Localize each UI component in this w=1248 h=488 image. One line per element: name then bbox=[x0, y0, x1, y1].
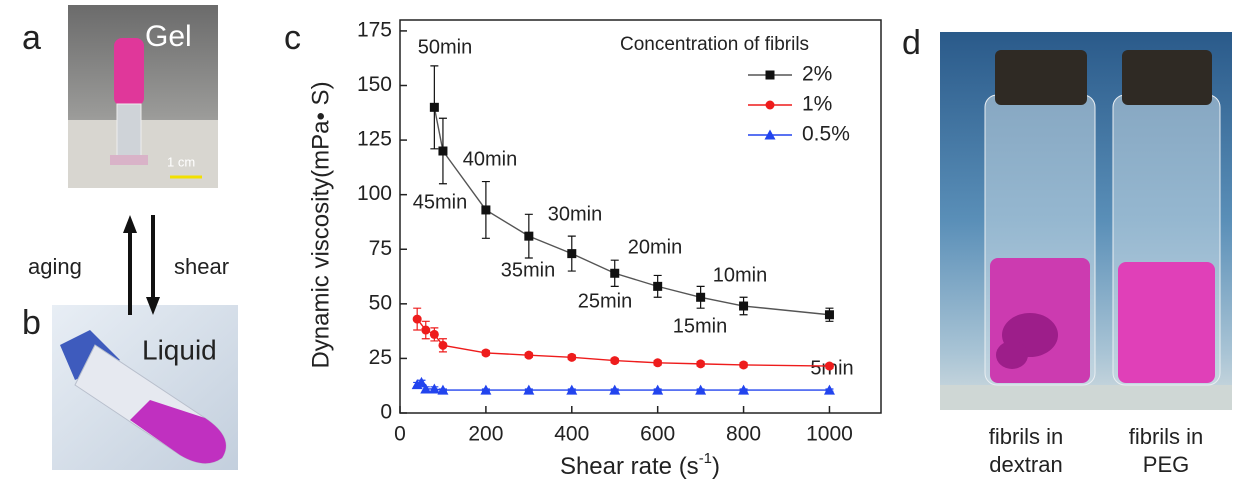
caption: fibrils in bbox=[989, 424, 1064, 449]
point-annotation: 30min bbox=[548, 203, 602, 225]
panel-label: c bbox=[284, 19, 301, 57]
y-tick-label: 150 bbox=[357, 73, 392, 96]
marker bbox=[428, 383, 440, 394]
panel-label: d bbox=[902, 24, 921, 62]
point-annotation: 15min bbox=[673, 315, 727, 337]
panel-label: a bbox=[22, 19, 41, 57]
marker bbox=[524, 231, 534, 241]
photo-d bbox=[940, 32, 1232, 410]
legend-label: 2% bbox=[802, 63, 832, 86]
photo-b bbox=[52, 305, 238, 470]
series-line bbox=[433, 107, 830, 316]
x-tick-label: 200 bbox=[468, 423, 503, 446]
point-annotation: 10min bbox=[713, 264, 767, 286]
arrows bbox=[123, 215, 160, 315]
point-annotation: 25min bbox=[578, 290, 632, 312]
y-tick-label: 125 bbox=[357, 128, 392, 151]
marker bbox=[610, 268, 620, 278]
legend-marker bbox=[765, 100, 775, 110]
scale-label: 1 cm bbox=[167, 154, 195, 169]
marker bbox=[610, 356, 620, 366]
panel-label: b bbox=[22, 304, 41, 342]
x-axis-label-part: ) bbox=[712, 453, 720, 480]
x-tick-label: 0 bbox=[394, 423, 406, 446]
marker bbox=[653, 358, 663, 368]
y-tick-label: 50 bbox=[369, 291, 392, 314]
x-axis-label-sup: -1 bbox=[699, 450, 712, 467]
marker bbox=[480, 384, 492, 395]
x-axis-label-part: Shear rate (s bbox=[560, 453, 699, 480]
marker bbox=[412, 314, 422, 324]
arrow-label: aging bbox=[28, 254, 82, 279]
marker bbox=[429, 102, 439, 112]
marker bbox=[609, 384, 621, 395]
arrow-label: shear bbox=[174, 254, 229, 279]
marker bbox=[415, 376, 427, 387]
series-line bbox=[416, 381, 830, 391]
marker bbox=[523, 384, 535, 395]
marker bbox=[739, 301, 749, 311]
marker bbox=[696, 292, 706, 302]
point-annotation: 40min bbox=[463, 148, 517, 170]
y-tick-label: 0 bbox=[380, 401, 392, 424]
point-annotation: 50min bbox=[418, 36, 472, 58]
marker bbox=[823, 384, 835, 395]
marker bbox=[566, 384, 578, 395]
x-tick-label: 600 bbox=[640, 423, 675, 446]
series-line bbox=[416, 318, 830, 367]
legend-marker bbox=[764, 129, 776, 140]
marker bbox=[653, 281, 663, 291]
y-tick-label: 25 bbox=[369, 346, 392, 369]
marker bbox=[481, 205, 491, 215]
plot-frame bbox=[399, 19, 882, 414]
point-annotation: 35min bbox=[501, 259, 555, 281]
marker bbox=[421, 325, 431, 335]
point-annotation: 20min bbox=[628, 236, 682, 258]
x-tick-label: 400 bbox=[554, 423, 589, 446]
photo-label: Liquid bbox=[142, 334, 217, 365]
legend-title: Concentration of fibrils bbox=[620, 34, 809, 55]
photo-label: Gel bbox=[145, 20, 192, 53]
legend-marker bbox=[765, 70, 775, 80]
y-tick-label: 75 bbox=[369, 237, 392, 260]
marker bbox=[429, 329, 439, 339]
y-tick-label: 100 bbox=[357, 182, 392, 205]
caption: dextran bbox=[989, 452, 1062, 477]
marker bbox=[824, 361, 834, 371]
marker bbox=[438, 146, 448, 156]
marker bbox=[739, 360, 749, 370]
marker bbox=[437, 384, 449, 395]
marker bbox=[824, 310, 834, 320]
caption: PEG bbox=[1143, 452, 1189, 477]
marker bbox=[567, 352, 577, 362]
marker bbox=[481, 348, 491, 358]
y-tick-label: 175 bbox=[357, 18, 392, 41]
point-annotation: 45min bbox=[413, 191, 467, 213]
x-tick-label: 800 bbox=[726, 423, 761, 446]
marker bbox=[420, 383, 432, 394]
marker bbox=[567, 249, 577, 259]
caption: fibrils in bbox=[1129, 424, 1204, 449]
x-axis-label: Shear rate (s-1) bbox=[560, 450, 720, 480]
legend-label: 1% bbox=[802, 93, 832, 116]
marker bbox=[652, 384, 664, 395]
marker bbox=[695, 384, 707, 395]
marker bbox=[524, 350, 534, 360]
marker bbox=[738, 384, 750, 395]
x-tick-label: 1000 bbox=[806, 423, 853, 446]
marker bbox=[438, 340, 448, 350]
marker bbox=[696, 359, 706, 369]
y-axis-label: Dynamic viscosity(mPa• S) bbox=[307, 81, 334, 368]
photo-a bbox=[68, 5, 218, 188]
legend-label: 0.5% bbox=[802, 123, 850, 146]
